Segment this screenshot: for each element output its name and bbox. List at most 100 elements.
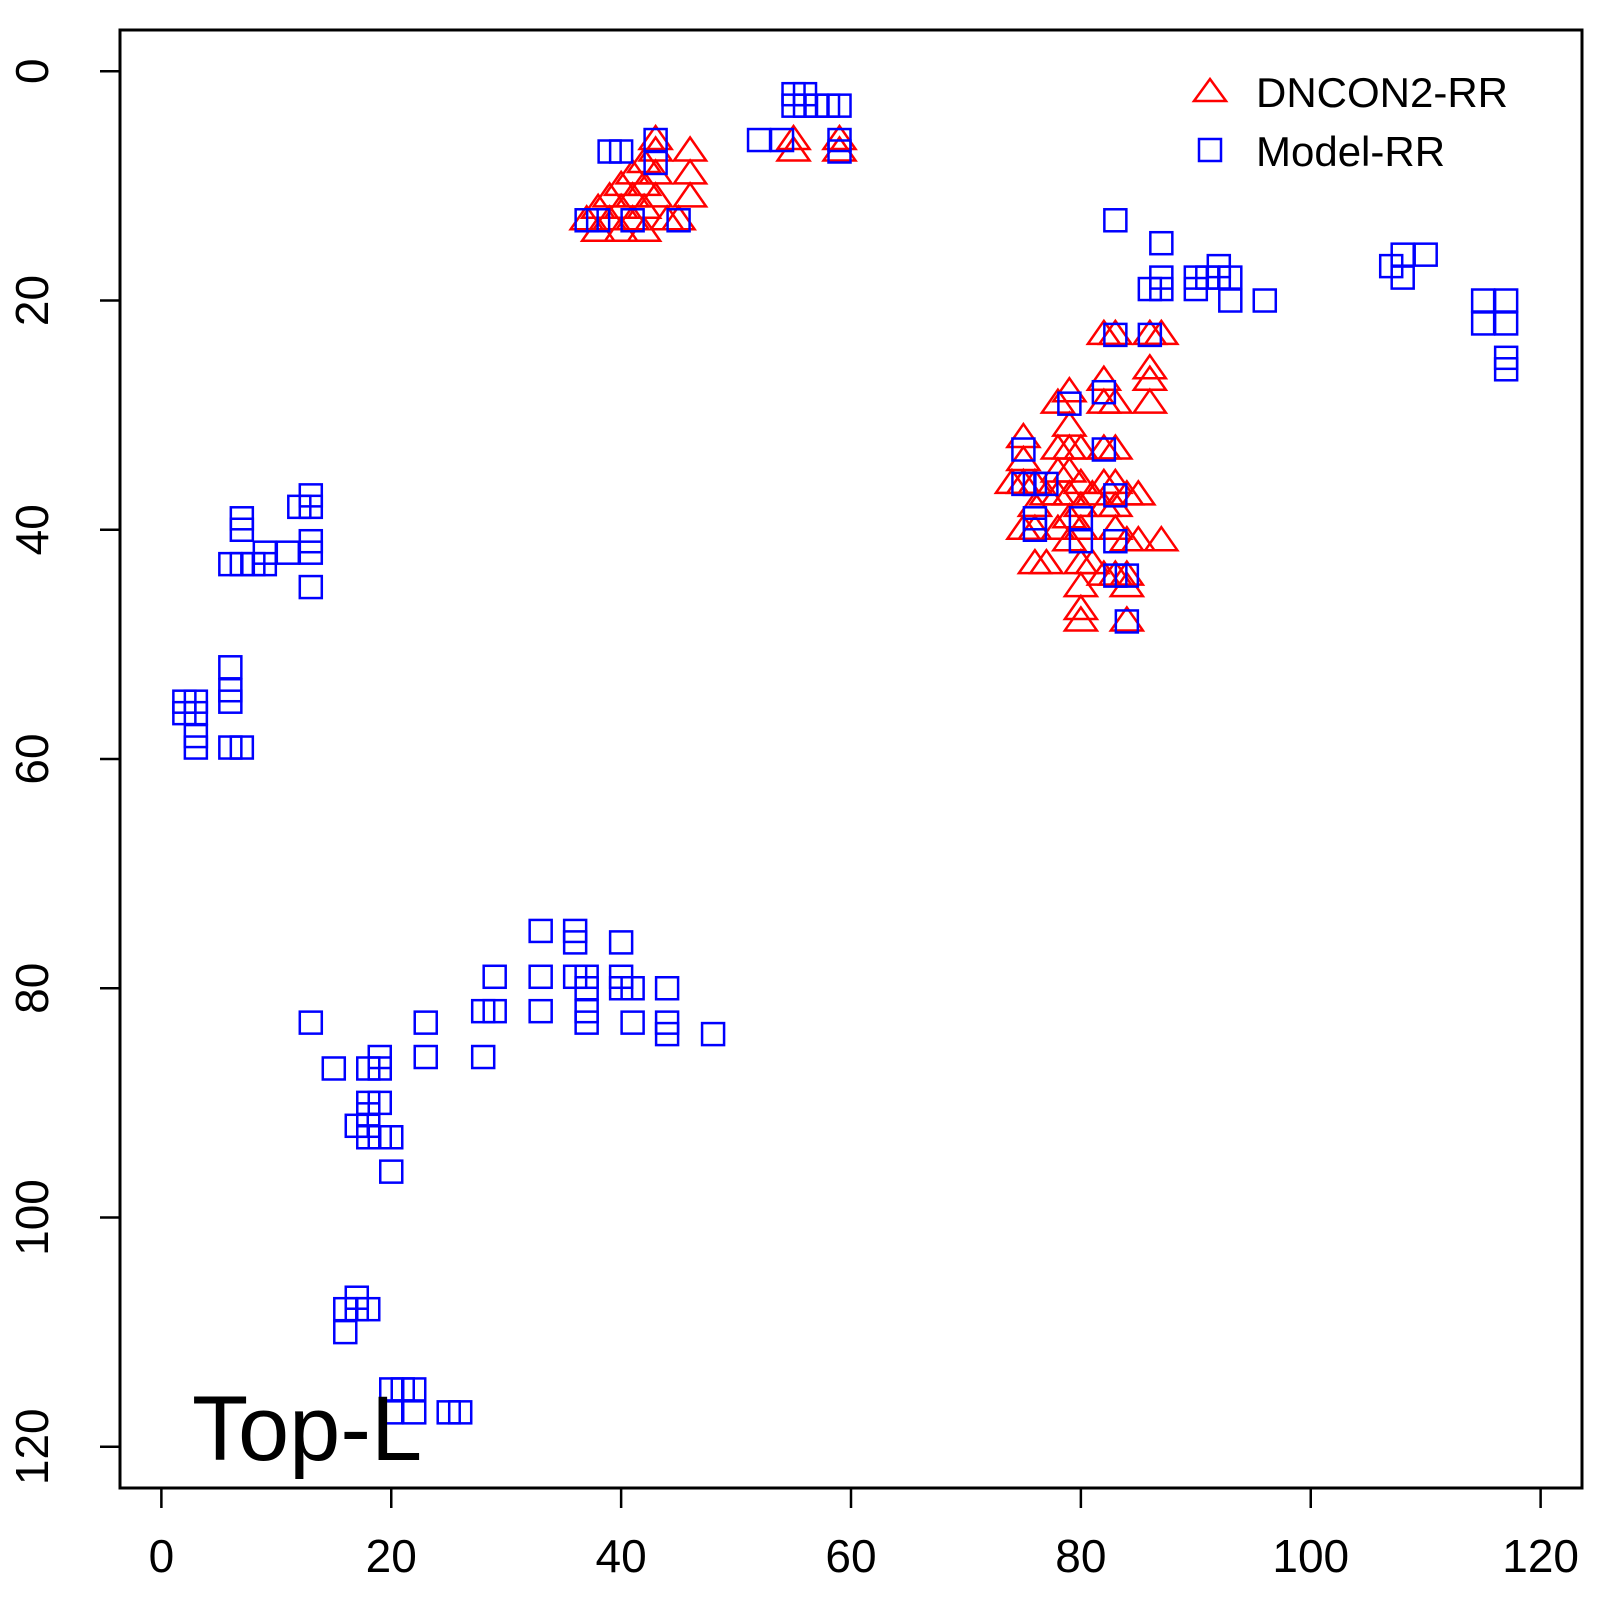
- model-rr-point: [528, 998, 553, 1024]
- model-rr-point: [413, 1010, 438, 1035]
- model-rr-point: [413, 1044, 438, 1070]
- dncon2-rr-point: [775, 135, 812, 162]
- y-tick-label: 0: [6, 58, 58, 84]
- dncon2-rr-point: [1096, 513, 1134, 541]
- legend-label-dncon2-rr: DNCON2-RR: [1256, 69, 1508, 116]
- model-rr-point: [1137, 322, 1163, 348]
- model-rr-point: [401, 1400, 427, 1425]
- legend-label-model-rr: Model-RR: [1256, 128, 1445, 175]
- dncon2-rr-point: [1016, 513, 1054, 541]
- model-rr-point: [608, 930, 634, 955]
- model-rr-point: [1390, 265, 1415, 290]
- model-rr-point: [183, 735, 209, 760]
- model-rr-point: [620, 975, 645, 1001]
- model-rr-point: [1103, 528, 1128, 554]
- dncon2-rr-point: [1142, 525, 1180, 552]
- model-rr-point: [827, 139, 852, 164]
- model-rr-point: [620, 208, 645, 233]
- model-rr-point: [1137, 276, 1163, 302]
- model-rr-point: [321, 1056, 347, 1081]
- model-rr-point: [298, 574, 324, 600]
- dncon2-rr-point: [1096, 387, 1134, 414]
- model-rr-point: [1103, 483, 1128, 508]
- model-rr-point: [1413, 242, 1438, 267]
- dncon2-rr-point: [671, 181, 709, 208]
- dncon2-rr-point: [637, 181, 674, 208]
- model-rr-point: [769, 127, 795, 153]
- dncon2-rr-point: [660, 204, 697, 231]
- dncon2-rr-point: [1119, 479, 1157, 506]
- dncon2-rr-point: [1131, 353, 1169, 380]
- dncon2-rr-point: [1062, 605, 1100, 632]
- dncon2-rr-point: [637, 123, 674, 151]
- dncon2-rr-point: [1096, 318, 1134, 346]
- model-rr-point: [218, 689, 243, 714]
- x-tick-label: 60: [825, 1530, 876, 1582]
- dncon2-rr-point: [1062, 593, 1100, 621]
- model-rr-point: [1022, 517, 1048, 543]
- chart-annotation: Top-L: [192, 1378, 422, 1480]
- y-tick-label: 40: [6, 504, 58, 555]
- model-rr-point: [379, 1125, 404, 1150]
- plot-frame: [118, 28, 1584, 1490]
- dncon2-rr-point: [821, 135, 858, 162]
- model-rr-point: [574, 1010, 599, 1035]
- model-rr-point: [1114, 563, 1140, 588]
- y-tick-label: 60: [6, 733, 58, 784]
- model-rr-point: [367, 1056, 393, 1081]
- model-rr-point: [356, 1296, 381, 1322]
- model-rr-point: [229, 517, 255, 543]
- model-rr-point: [287, 494, 312, 520]
- model-rr-point: [1149, 230, 1174, 256]
- model-rr-point: [1252, 288, 1278, 313]
- dncon2-rr-point: [1108, 605, 1146, 632]
- model-rr-point: [827, 93, 852, 118]
- model-rr-point: [470, 1044, 496, 1070]
- legend-marker-model-rr: [1197, 137, 1223, 163]
- x-tick-label: 80: [1055, 1530, 1106, 1582]
- x-tick-label: 20: [366, 1530, 417, 1582]
- model-rr-point: [482, 964, 507, 990]
- model-rr-point: [700, 1021, 726, 1047]
- model-rr-point: [1091, 379, 1117, 405]
- x-axis: 0 20 40 60 80 100 120: [149, 1486, 1579, 1582]
- y-tick-label: 80: [6, 963, 58, 1014]
- model-rr-point: [229, 735, 255, 760]
- dncon2-rr-point: [1131, 387, 1169, 414]
- model-rr-point: [620, 1010, 645, 1035]
- model-rr-point: [1034, 471, 1059, 497]
- model-rr-point: [528, 964, 553, 990]
- x-tick-label: 40: [596, 1530, 647, 1582]
- model-rr-point: [1011, 437, 1036, 462]
- model-rr-point: [1493, 357, 1519, 382]
- y-tick-label: 120: [6, 1408, 58, 1485]
- dncon2-rr-point: [1062, 433, 1100, 460]
- model-rr-point: [1114, 609, 1140, 634]
- x-tick-label: 120: [1502, 1530, 1579, 1582]
- dncon2-rr-point: [1028, 547, 1065, 575]
- model-rr-point: [1057, 391, 1082, 416]
- model-rr-point: [562, 930, 588, 955]
- model-rr-point: [379, 1159, 404, 1184]
- model-rr-point: [654, 1021, 680, 1047]
- dncon2-rr-point: [821, 123, 858, 151]
- series-model-rr-points: [172, 81, 1519, 1425]
- dncon2-rr-point: [1050, 376, 1088, 403]
- y-tick-label: 20: [6, 275, 58, 326]
- model-rr-point: [1068, 528, 1094, 554]
- legend: DNCON2-RR Model-RR: [1191, 69, 1508, 175]
- model-rr-point: [666, 208, 691, 233]
- model-rr-point: [1103, 208, 1128, 233]
- dncon2-rr-point: [1108, 570, 1146, 598]
- model-rr-point: [447, 1400, 473, 1425]
- model-rr-point: [528, 918, 553, 944]
- model-rr-point: [218, 551, 243, 577]
- model-rr-point: [654, 975, 680, 1001]
- model-rr-point: [298, 1010, 324, 1035]
- x-tick-label: 0: [149, 1530, 175, 1582]
- dncon2-rr-point: [1119, 525, 1157, 552]
- model-rr-point: [1103, 322, 1128, 348]
- model-rr-point: [482, 998, 507, 1024]
